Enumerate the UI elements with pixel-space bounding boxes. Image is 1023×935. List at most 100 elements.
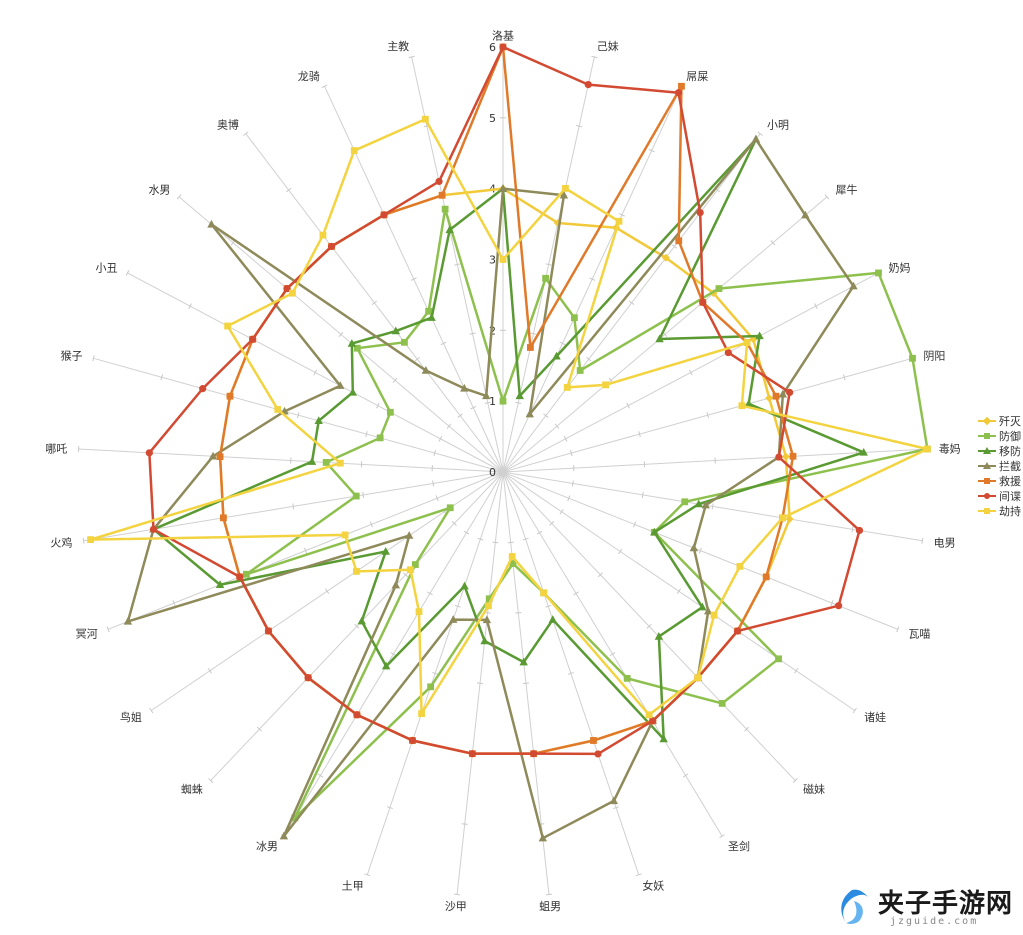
legend-item: 拦截 [978, 458, 1022, 473]
axis-tick [92, 355, 95, 362]
data-point [778, 389, 788, 398]
data-point [283, 284, 291, 293]
axis-tick [571, 480, 574, 487]
data-point [834, 602, 843, 610]
data-point [786, 388, 794, 397]
axis-tick [484, 612, 491, 614]
axis-tick [628, 300, 635, 306]
data-point [216, 453, 224, 461]
axis-tick [852, 707, 857, 714]
axis-tick [619, 213, 625, 217]
axis-tick [208, 778, 214, 783]
data-point [391, 580, 401, 589]
axis-label: 电男 [934, 537, 956, 550]
data-point [548, 615, 557, 623]
axis-tick [921, 537, 924, 544]
axis-tick [646, 623, 652, 629]
axis-tick [325, 588, 330, 595]
data-point [570, 314, 578, 322]
axis-label: 磁妹 [803, 783, 825, 796]
data-point [701, 500, 710, 509]
axis-tick [463, 530, 470, 535]
legend-item: 歼灭 [978, 413, 1022, 428]
data-point [348, 387, 358, 396]
axis-tick [317, 773, 324, 778]
axis-label: 鸟姐 [120, 710, 142, 724]
axis-tick [432, 671, 439, 675]
axis-tick [682, 773, 689, 778]
axis-tick [386, 806, 393, 810]
tick-label: 3 [489, 254, 496, 267]
axis-tick [369, 521, 373, 528]
data-point [421, 115, 429, 123]
axis-tick [414, 357, 420, 362]
legend: 歼灭 防御 移防 拦截 救援 间谍 劫持 [978, 413, 1022, 518]
data-point [654, 632, 664, 640]
data-point [446, 504, 454, 512]
data-point [404, 531, 414, 539]
axis-tick [207, 667, 212, 674]
data-point [242, 570, 250, 578]
legend-swatch [978, 446, 996, 456]
data-point [859, 447, 868, 456]
axis-tick [744, 726, 750, 732]
legend-label: 劫持 [999, 504, 1021, 518]
data-point [609, 796, 619, 805]
axis-tick [549, 520, 555, 526]
legend-label: 防御 [999, 429, 1021, 443]
axis-tick [256, 726, 262, 732]
data-point [781, 452, 790, 461]
legend-item: 防御 [978, 428, 1022, 443]
axis-tick [427, 591, 433, 596]
data-point [594, 750, 602, 758]
axis-tick [432, 480, 435, 487]
data-point [249, 335, 257, 343]
legend-swatch [978, 416, 996, 426]
data-point [724, 348, 732, 357]
axis-label: 诸娃 [864, 711, 886, 724]
data-point [738, 402, 746, 410]
axis-tick [563, 435, 568, 442]
axis-tick [403, 572, 409, 578]
data-point [468, 750, 476, 758]
data-point [751, 134, 761, 143]
axis-tick [830, 600, 834, 607]
axis-tick [149, 707, 154, 714]
axis-label: 瓦喵 [908, 628, 930, 641]
axis-tick [507, 541, 514, 544]
axis-tick [476, 682, 484, 685]
axis-tick [543, 413, 549, 418]
axis-label: 犀牛 [836, 183, 858, 197]
data-point [590, 737, 597, 744]
axis-tick [586, 357, 592, 362]
axis-label: 沙甲 [445, 900, 467, 913]
data-point [801, 210, 810, 219]
axis-tick [851, 526, 854, 533]
data-point [319, 231, 327, 239]
data-point [304, 674, 312, 682]
axis-tick [446, 423, 452, 429]
data-point [499, 397, 507, 405]
data-point [923, 445, 931, 453]
data-point [322, 459, 330, 466]
axis-label: 主教 [387, 40, 409, 53]
data-point [698, 602, 707, 611]
legend-swatch [978, 461, 996, 471]
axis-tick [609, 652, 616, 657]
watermark-title: 夹子手游网 [878, 889, 1014, 919]
axis-tick [757, 131, 763, 136]
series-line-劫持 [89, 117, 929, 717]
data-point [675, 237, 683, 245]
data-point [352, 492, 360, 500]
data-point [314, 416, 323, 425]
data-point [445, 225, 454, 234]
data-point [415, 608, 423, 615]
data-point [765, 394, 774, 403]
data-point [584, 81, 592, 89]
axis-tick [567, 671, 574, 675]
axis-tick [719, 834, 725, 839]
axis-tick [176, 194, 182, 200]
watermark: 夹子手游网 jzguide.com [832, 883, 1023, 933]
data-point [482, 615, 492, 624]
